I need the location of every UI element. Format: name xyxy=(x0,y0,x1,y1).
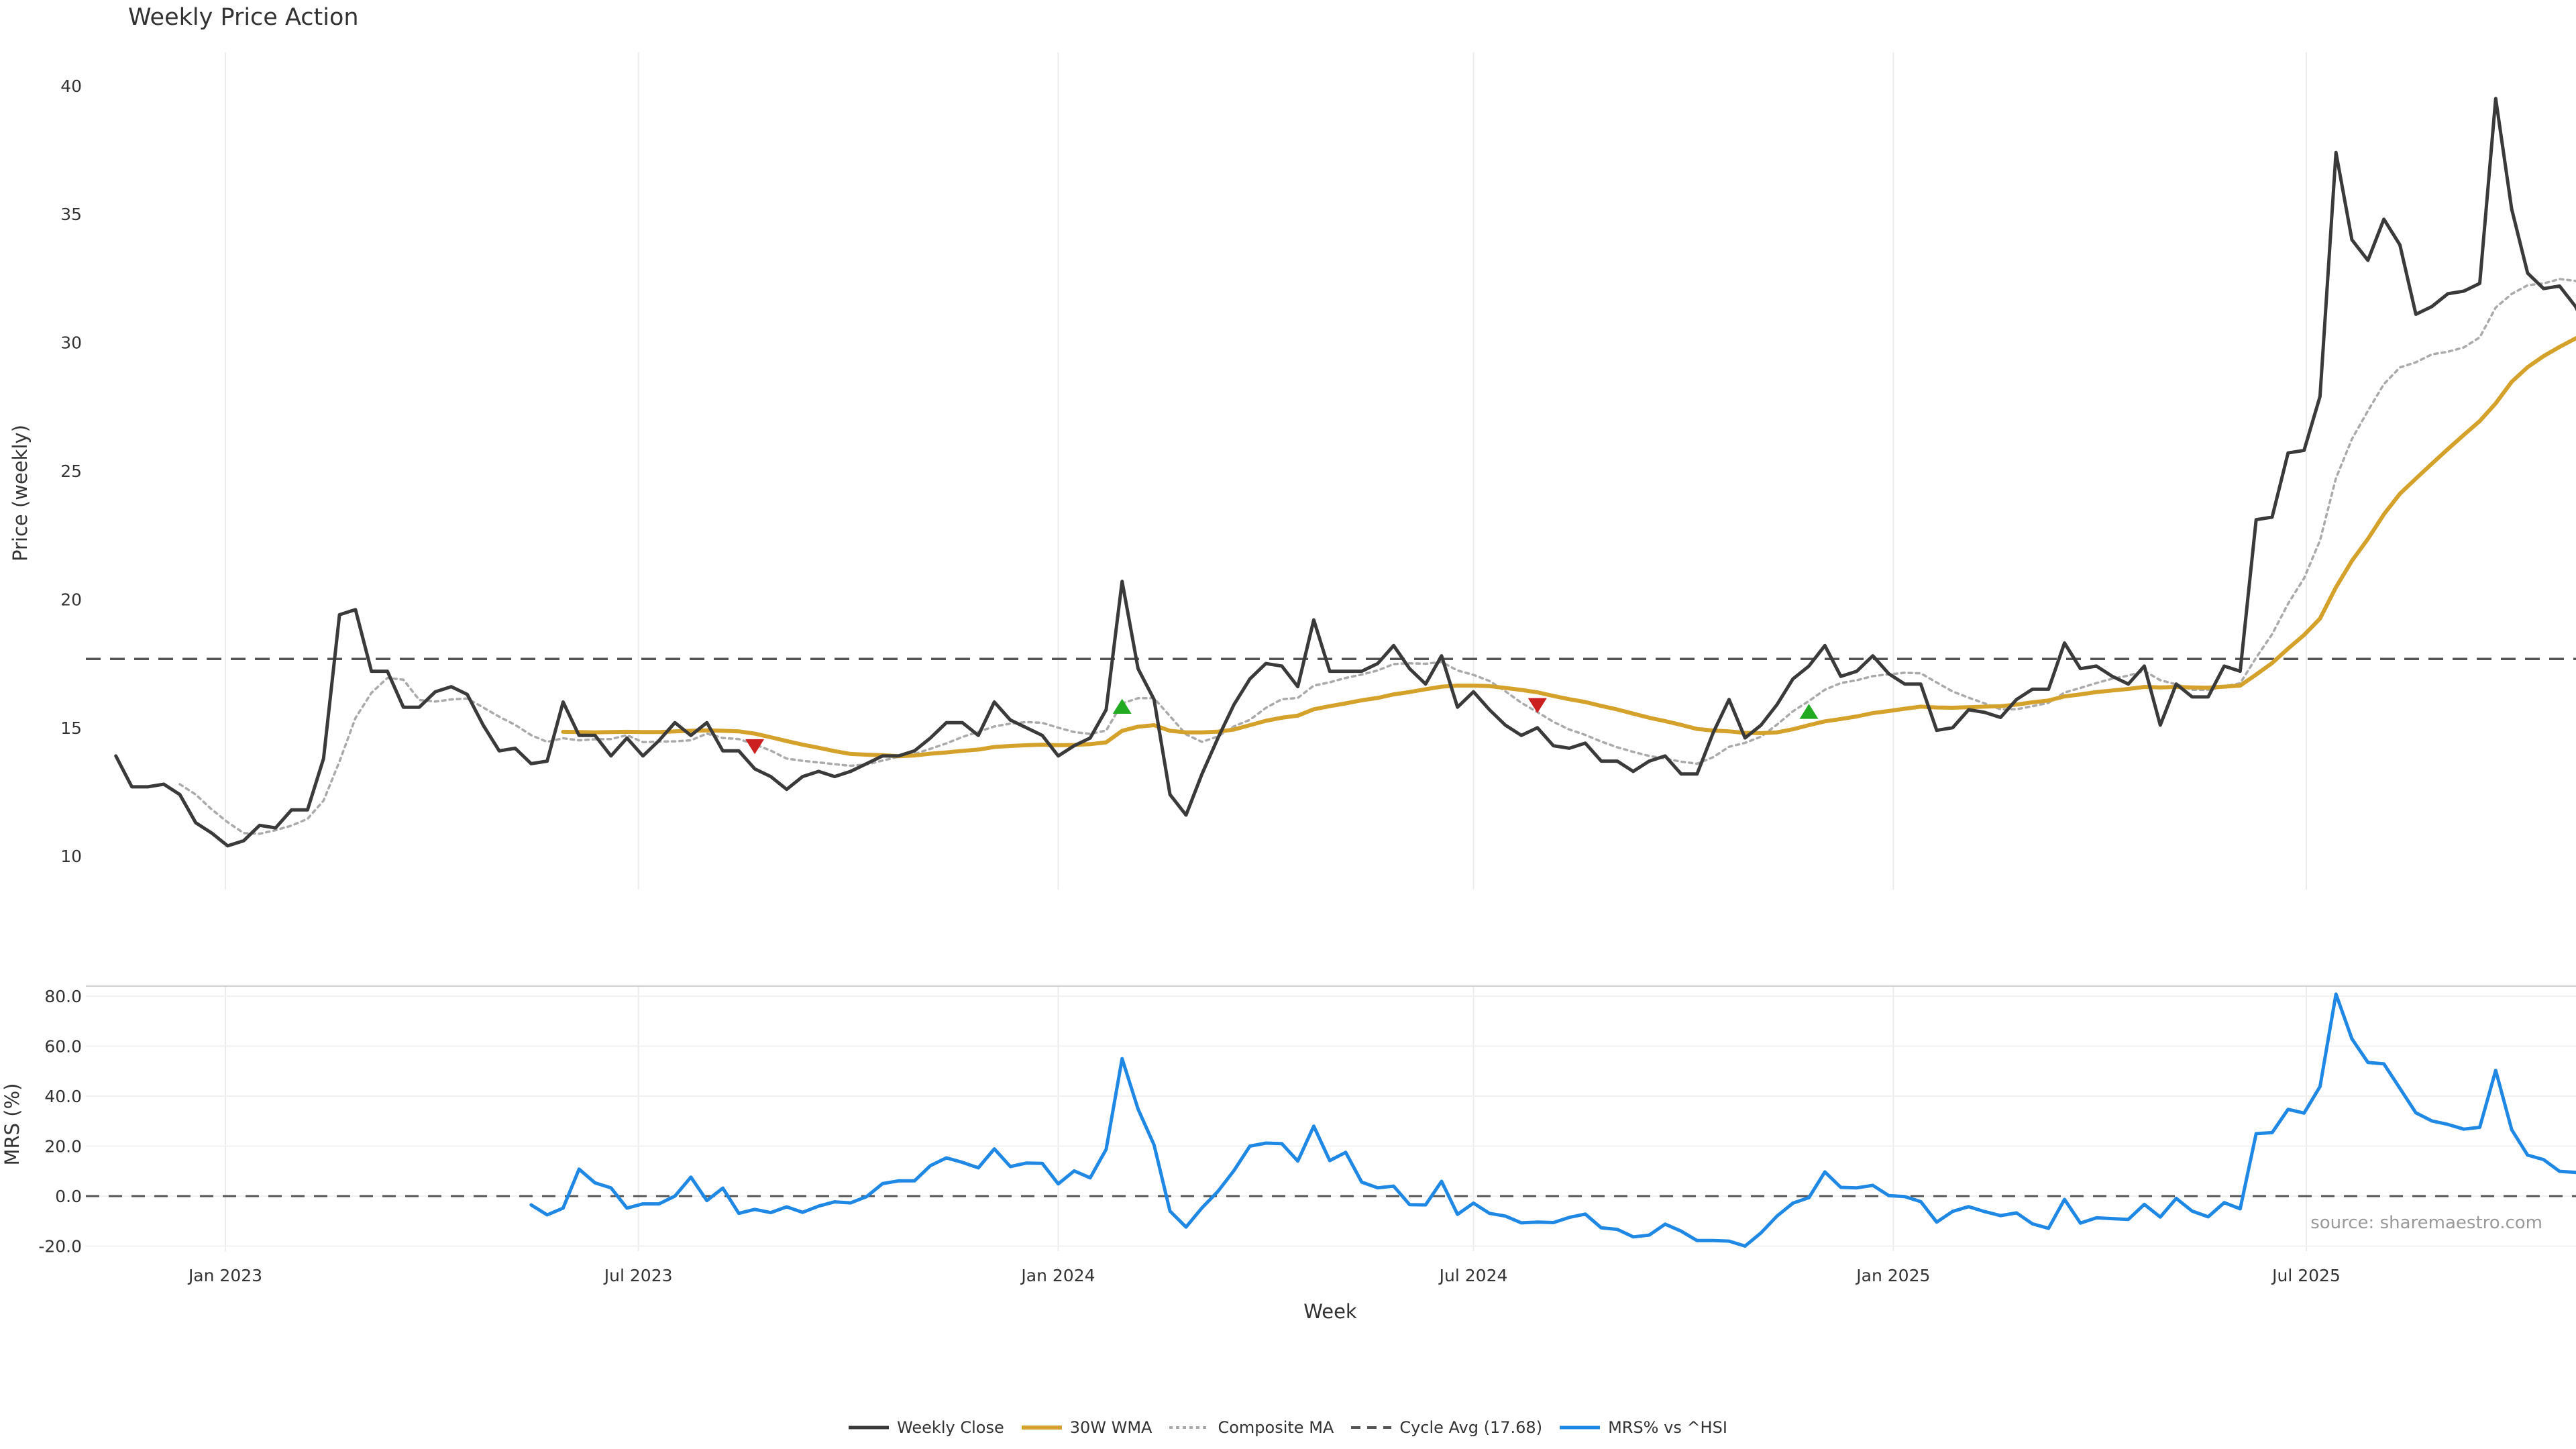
price-y-tick-label: 15 xyxy=(60,718,82,738)
buy-signal-marker xyxy=(1799,704,1819,719)
x-tick-label: Jul 2024 xyxy=(1438,1266,1508,1285)
legend-swatch-30w-wma xyxy=(1021,1426,1062,1430)
x-tick-label: Jan 2023 xyxy=(187,1266,262,1285)
legend-item-mrs: MRS% vs ^HSI xyxy=(1560,1418,1727,1437)
legend-item-30w-wma: 30W WMA xyxy=(1021,1418,1152,1437)
price-y-tick-label: 35 xyxy=(60,205,82,224)
series-weekly-close xyxy=(114,97,2576,848)
series-30w-wma xyxy=(561,335,2576,759)
series-mrs xyxy=(529,992,2576,1248)
sell-signal-marker xyxy=(1527,698,1547,713)
legend-swatch-weekly-close xyxy=(849,1426,890,1430)
price-y-tick-label: 25 xyxy=(60,462,82,481)
mrs-axis-label: MRS (%) xyxy=(1,1083,23,1166)
price-y-tick-label: 20 xyxy=(60,590,82,609)
x-tick-label: Jan 2025 xyxy=(1855,1266,1930,1285)
sell-signal-marker xyxy=(745,739,765,755)
mrs-y-tick-label: -20.0 xyxy=(38,1237,82,1256)
price-y-tick-label: 40 xyxy=(60,76,82,96)
legend-item-cycle-avg: Cycle Avg (17.68) xyxy=(1351,1418,1542,1437)
mrs-y-tick-label: 60.0 xyxy=(44,1036,82,1056)
series-lines xyxy=(114,97,2576,1248)
x-tick-label: Jan 2024 xyxy=(1020,1266,1095,1285)
legend-label-mrs: MRS% vs ^HSI xyxy=(1608,1418,1727,1437)
x-tick-label: Jul 2023 xyxy=(603,1266,673,1285)
chart-title: Weekly Price Action xyxy=(128,4,359,31)
price-y-tick-label: 10 xyxy=(60,847,82,866)
legend-label-composite-ma: Composite MA xyxy=(1218,1418,1334,1437)
legend-item-composite-ma: Composite MA xyxy=(1169,1418,1334,1437)
series-composite-ma xyxy=(178,278,2576,835)
mrs-y-tick-label: 0.0 xyxy=(55,1187,82,1206)
axis-ticks: Jan 2023 Jul 2023 Jan 2024 Jul 2024 Jan 2025… xyxy=(38,76,2341,1285)
source-note: source: sharemaestro.com xyxy=(2310,1213,2542,1233)
x-tick-label: Jul 2025 xyxy=(2271,1266,2341,1285)
legend-swatch-mrs xyxy=(1560,1426,1601,1430)
legend-swatch-cycle-avg xyxy=(1351,1426,1392,1429)
x-axis-label: Week xyxy=(1303,1300,1357,1323)
mrs-y-tick-label: 40.0 xyxy=(44,1087,82,1106)
signal-markers xyxy=(745,698,1819,755)
legend-label-weekly-close: Weekly Close xyxy=(897,1418,1004,1437)
mrs-y-tick-label: 20.0 xyxy=(44,1136,82,1156)
grid-lines xyxy=(86,52,2576,1251)
reference-lines xyxy=(86,657,2576,1197)
price-y-tick-label: 30 xyxy=(60,333,82,353)
legend-label-cycle-avg: Cycle Avg (17.68) xyxy=(1399,1418,1543,1437)
legend-label-30w-wma: 30W WMA xyxy=(1069,1418,1152,1437)
legend: Weekly Close 30W WMA Composite MA Cycle … xyxy=(0,1418,2576,1437)
legend-item-weekly-close: Weekly Close xyxy=(849,1418,1004,1437)
buy-signal-marker xyxy=(1112,698,1132,714)
mrs-y-tick-label: 80.0 xyxy=(44,987,82,1006)
price-axis-label: Price (weekly) xyxy=(9,424,32,562)
legend-swatch-composite-ma xyxy=(1169,1426,1210,1429)
